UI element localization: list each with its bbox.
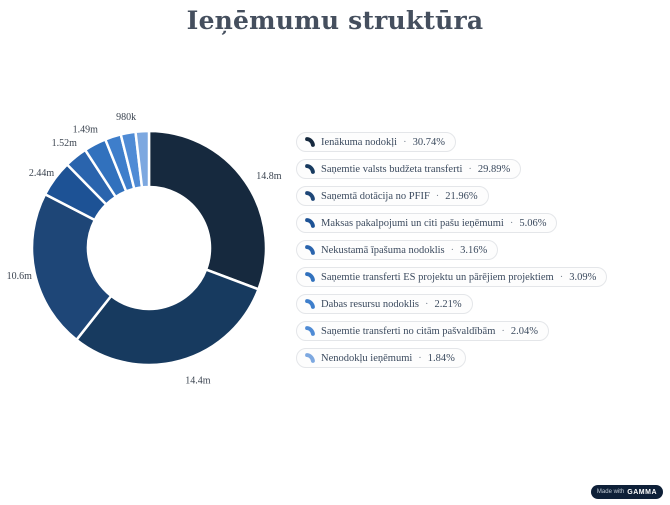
legend-percent: 1.84% [427, 352, 455, 364]
donut-slice-0[interactable] [147, 129, 268, 291]
slice-value-label: 980k [116, 112, 136, 123]
legend-percent: 3.09% [569, 271, 597, 283]
legend-separator: · [425, 298, 429, 310]
slice-value-label: 10.6m [7, 271, 33, 282]
legend-percent: 29.89% [477, 163, 511, 175]
pie-segment-icon [305, 353, 315, 363]
slice-value-label: 1.49m [73, 125, 99, 136]
donut-chart: 14.8m 14.4m 10.6m 2.44m 1.52m 1.49m 980k [7, 112, 282, 386]
legend-percent: 30.74% [412, 136, 445, 148]
legend-percent: 5.06% [519, 217, 547, 229]
legend-label: Saņemtie transferti no citām pašvaldībām [321, 325, 496, 337]
legend-label: Nenodokļu ieņēmumi [321, 352, 413, 364]
donut-slice-2[interactable] [30, 192, 113, 342]
pie-segment-icon [305, 245, 315, 255]
pie-segment-icon [305, 326, 315, 336]
slice-value-label: 2.44m [29, 168, 55, 179]
slice-value-label: 14.4m [185, 375, 211, 386]
legend-separator: · [418, 352, 422, 364]
legend-item-7[interactable]: Saņemtie transferti no citām pašvaldībām… [296, 321, 549, 341]
legend-percent: 2.04% [510, 325, 538, 337]
pie-segment-icon [305, 272, 315, 282]
legend-label: Saņemtā dotācija no PFIF [321, 190, 430, 202]
legend-label: Dabas resursu nodoklis [321, 298, 419, 310]
legend-percent: 21.96% [445, 190, 478, 202]
donut-slice-8[interactable] [134, 129, 151, 189]
legend-separator: · [468, 163, 472, 175]
legend-label: Saņemtie valsts budžeta transferti [321, 163, 463, 175]
pie-segment-icon [305, 299, 315, 309]
legend-item-4[interactable]: Nekustamā īpašuma nodoklis · 3.16% [296, 240, 499, 260]
legend-percent: 3.16% [460, 244, 488, 256]
pie-segment-icon [305, 164, 315, 174]
legend-item-5[interactable]: Saņemtie transferti ES projektu un pārēj… [296, 267, 608, 287]
legend-label: Nekustamā īpašuma nodoklis [321, 244, 445, 256]
legend-percent: 2.21% [434, 298, 462, 310]
legend-item-6[interactable]: Dabas resursu nodoklis · 2.21% [296, 294, 473, 314]
chart-legend: Ienākuma nodokļi · 30.74% Saņemtie valsts b… [296, 132, 608, 368]
page-title: Ieņēmumu struktūra [186, 6, 484, 35]
legend-separator: · [559, 271, 564, 283]
pie-segment-icon [305, 137, 315, 147]
legend-item-2[interactable]: Saņemtā dotācija no PFIF · 21.96% [296, 186, 489, 206]
made-with-label: Made with [596, 489, 625, 495]
donut-slice-1[interactable] [75, 268, 260, 367]
legend-item-8[interactable]: Nenodokļu ieņēmumi · 1.84% [296, 348, 466, 368]
slice-value-label: 1.52m [52, 138, 78, 149]
gamma-logo: GAMMA [627, 488, 657, 496]
legend-separator: · [501, 325, 505, 337]
slice-value-label: 14.8m [256, 171, 282, 182]
legend-separator: · [450, 244, 455, 256]
legend-item-0[interactable]: Ienākuma nodokļi · 30.74% [296, 132, 456, 152]
legend-separator: · [435, 190, 440, 202]
pie-segment-icon [305, 218, 315, 228]
legend-label: Maksas pakalpojumi un citi pašu ieņēmumi [321, 217, 504, 229]
made-with-gamma-badge[interactable]: Made with GAMMA [590, 485, 663, 499]
legend-item-1[interactable]: Saņemtie valsts budžeta transferti · 29.89… [296, 159, 522, 179]
legend-item-3[interactable]: Maksas pakalpojumi un citi pašu ieņēmumi… [296, 213, 558, 233]
legend-separator: · [509, 217, 514, 229]
pie-segment-icon [305, 191, 315, 201]
legend-separator: · [403, 136, 407, 148]
legend-label: Saņemtie transferti ES projektu un pārēj… [321, 271, 554, 283]
legend-label: Ienākuma nodokļi [321, 136, 398, 148]
